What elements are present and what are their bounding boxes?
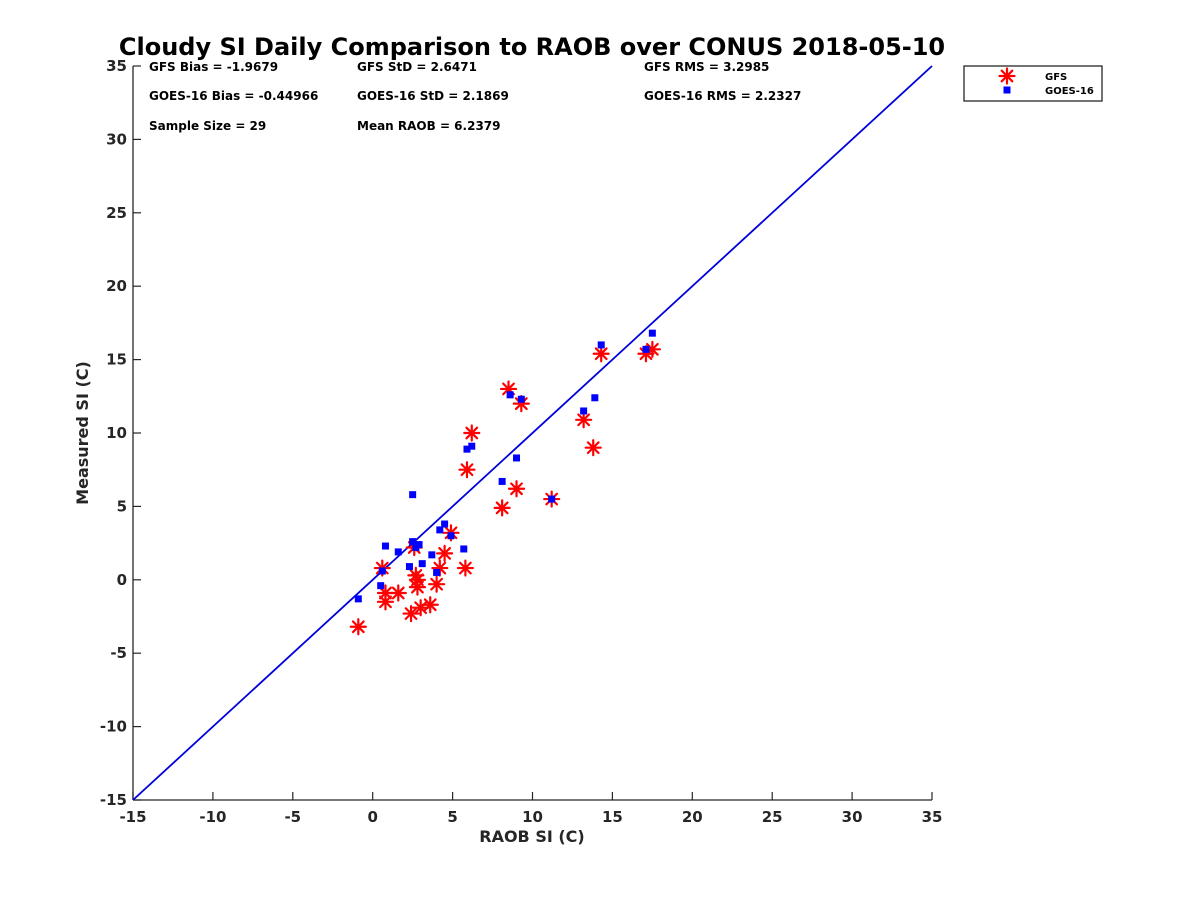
gfs-point [575,411,593,429]
legend: GFS GOES-16 [963,65,1103,102]
y-axis-label: Measured SI (C) [73,361,92,505]
stat-annotation: GOES-16 RMS = 2.2327 [644,89,801,103]
gfs-point [421,596,439,614]
goes-16-point [436,526,444,534]
stat-annotation: GOES-16 StD = 2.1869 [357,89,509,103]
goes-16-point [580,407,588,415]
goes-16-point [441,520,449,528]
x-tick-label: -15 [119,808,146,826]
gfs-point [389,584,407,602]
gfs-point [493,499,511,517]
y-tick-label: 0 [117,571,127,589]
x-tick-label: 20 [682,808,703,826]
one-to-one-reference-line [132,65,933,801]
y-tick-label: 25 [106,204,127,222]
y-tick-label: -15 [100,791,127,809]
gfs-point [408,578,427,596]
goes-16-point [381,542,389,550]
goes-16-point [517,395,525,403]
statistics-annotations: GFS Bias = -1.9679 GFS StD = 2.6471 GFS RM… [149,60,801,133]
x-tick-label: 5 [447,808,457,826]
goes-16-point [548,495,556,503]
gfs-series [349,340,661,636]
y-tick-label: 10 [106,424,127,442]
goes-16-point [415,541,423,549]
gfs-point [458,461,476,479]
stat-annotation: GOES-16 Bias = -0.44966 [149,89,318,103]
chart-title: Cloudy SI Daily Comparison to RAOB over … [119,33,945,61]
goes-16-point [378,567,386,575]
legend-label: GFS [1045,72,1067,83]
goes-16-point [428,551,436,559]
goes-16-series [354,329,656,603]
y-tick-label: -5 [110,644,127,662]
y-tick-label: 30 [106,130,127,148]
goes-16-point [377,582,385,590]
goes-16-point [597,341,605,349]
data-points [349,329,661,636]
stat-annotation: GFS StD = 2.6471 [357,60,477,74]
gfs-point [428,575,446,593]
y-tick-label: 35 [106,57,127,75]
gfs-point [376,593,395,611]
goes-16-point [513,454,521,462]
legend-label: GOES-16 [1045,86,1094,97]
goes-16-point [468,442,476,450]
legend-goes-16-marker [1003,86,1011,94]
gfs-point [436,544,454,562]
goes-16-point [591,394,599,402]
x-tick-label: 15 [602,808,623,826]
gfs-point [349,618,367,636]
goes-16-point [460,545,468,553]
goes-16-point [447,532,455,540]
goes-16-point [506,391,514,399]
stat-annotation: Sample Size = 29 [149,119,266,133]
x-tick-label: 0 [367,808,377,826]
legend-gfs-marker [998,67,1016,85]
goes-16-point [642,345,650,353]
x-tick-label: 25 [762,808,783,826]
goes-16-point [354,595,362,603]
x-tick-label: 10 [522,808,543,826]
y-tick-label: 20 [106,277,127,295]
gfs-point [463,424,481,442]
gfs-point [512,395,530,413]
x-axis-label: RAOB SI (C) [479,827,584,846]
goes-16-point [433,568,441,576]
goes-16-point [409,538,417,546]
gfs-point [507,480,526,498]
gfs-point [402,604,420,623]
gfs-point [584,439,602,457]
x-tick-label: 35 [922,808,943,826]
goes-16-point [418,560,426,568]
x-tick-label: -5 [284,808,301,826]
gfs-point [456,559,474,577]
y-tick-label: 5 [117,497,127,515]
goes-16-point [409,491,417,499]
x-tick-label: 30 [842,808,863,826]
x-tick-label: -10 [199,808,226,826]
gfs-point [592,345,610,363]
goes-16-point [648,329,656,337]
gfs-point [643,340,661,358]
y-tick-label: -10 [100,718,127,736]
goes-16-point [405,563,413,571]
y-tick-label: 15 [106,351,127,369]
stat-annotation: GFS RMS = 3.2985 [644,60,769,74]
stat-annotation: Mean RAOB = 6.2379 [357,119,501,133]
axis-ticks: -15 -10 -5 0 5 10 15 20 25 30 35 -15 -10 -5 0 5 10 15 20 25… [100,57,943,826]
goes-16-point [498,477,506,485]
goes-16-point [394,548,402,556]
goes-16-point [463,445,471,453]
legend-box [963,65,1103,102]
stat-annotation: GFS Bias = -1.9679 [149,60,278,74]
